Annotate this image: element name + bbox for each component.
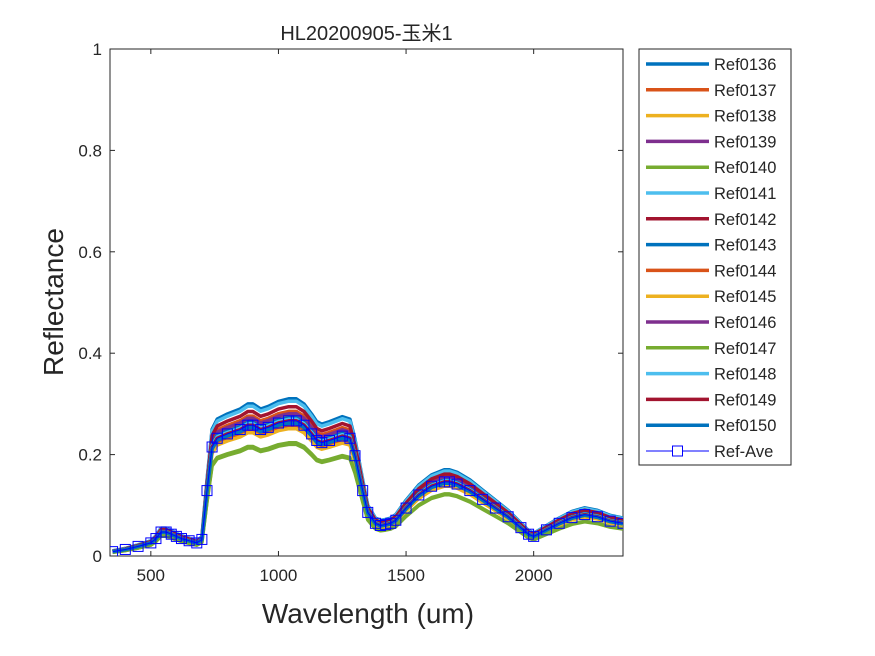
legend-label: Ref-Ave: [714, 443, 773, 461]
ref-ave-marker: [413, 489, 425, 501]
legend-label: Ref0141: [714, 185, 776, 203]
series-layer: [110, 397, 623, 556]
legend-label: Ref0140: [714, 159, 776, 177]
x-tick-label: 2000: [515, 566, 553, 585]
ref-ave-marker: [451, 478, 463, 490]
ref-ave-marker: [617, 517, 623, 529]
legend-label: Ref0143: [714, 237, 776, 255]
ref-ave-marker: [464, 485, 476, 497]
legend-marker-icon: [672, 445, 683, 457]
ref-ave-marker: [553, 517, 565, 529]
ref-ave-marker: [400, 502, 412, 514]
legend-items: Ref0136 Ref0137 Ref0138 Ref0139 Ref0140 Ref01…: [646, 56, 776, 461]
y-axis-ticks: 0 0.2 0.4 0.6 0.8 1: [78, 40, 623, 566]
y-tick-label: 0.8: [78, 141, 102, 160]
legend-label: Ref0145: [714, 288, 776, 306]
y-tick-label: 1: [93, 40, 102, 59]
y-tick-label: 0.6: [78, 243, 102, 262]
legend-label: Ref0147: [714, 340, 776, 358]
ref-ave-marker: [221, 428, 233, 440]
legend-label: Ref0142: [714, 211, 776, 229]
legend-label: Ref0149: [714, 391, 776, 409]
x-tick-label: 1500: [387, 566, 425, 585]
plot-area: [109, 48, 624, 557]
ref-ave-marker: [110, 546, 119, 556]
ref-ave-marker: [283, 415, 295, 427]
ref-ave-marker: [175, 533, 187, 545]
ref-ave-marker: [362, 506, 374, 518]
legend: Ref0136 Ref0137 Ref0138 Ref0139 Ref0140 Ref01…: [638, 48, 792, 466]
ref-ave-marker: [201, 485, 213, 497]
series-line-ref-ave: [112, 420, 623, 553]
ref-ave-marker: [443, 476, 455, 488]
ref-ave-marker: [489, 502, 501, 514]
ref-ave-marker: [234, 424, 246, 436]
legend-label: Ref0144: [714, 262, 776, 280]
ref-ave-marker: [316, 437, 328, 449]
x-tick-label: 1000: [260, 566, 298, 585]
ref-ave-marker: [566, 512, 578, 524]
ref-ave-marker: [426, 480, 438, 492]
ref-ave-marker: [183, 535, 195, 547]
ref-ave-marker: [336, 430, 348, 442]
y-tick-label: 0.4: [78, 344, 102, 363]
series-line-ref0147: [112, 441, 623, 555]
legend-label: Ref0136: [714, 56, 776, 74]
ref-ave-marker: [579, 509, 591, 521]
ref-ave-marker: [528, 530, 540, 542]
ref-ave-marker: [357, 485, 369, 497]
ref-ave-marker: [477, 493, 489, 505]
axes-box: [109, 48, 624, 557]
y-tick-label: 0.2: [78, 446, 102, 465]
ref-ave-marker: [515, 522, 527, 534]
ref-ave-marker: [540, 524, 552, 536]
chart-title: HL20200905-玉米1: [280, 22, 452, 45]
ref-ave-marker: [119, 543, 131, 555]
ref-ave-marker: [247, 419, 259, 431]
legend-label: Ref0150: [714, 417, 776, 435]
ref-ave-marker: [591, 511, 603, 523]
y-tick-label: 0: [93, 547, 102, 566]
x-axis-label: Wavelength (um): [262, 598, 474, 629]
x-tick-label: 500: [137, 566, 165, 585]
ref-ave-marker: [255, 424, 267, 436]
legend-label: Ref0146: [714, 314, 776, 332]
ref-ave-marker: [298, 419, 310, 431]
legend-label: Ref0137: [714, 82, 776, 100]
ref-ave-marker: [390, 514, 402, 526]
legend-label: Ref0139: [714, 133, 776, 151]
ref-ave-marker: [290, 415, 302, 427]
ref-ave-marker: [604, 515, 616, 527]
ref-ave-marker: [502, 511, 514, 523]
ref-ave-marker: [344, 432, 356, 444]
legend-label: Ref0148: [714, 366, 776, 384]
ref-ave-marker: [349, 450, 361, 462]
ref-ave-marker: [132, 540, 144, 552]
ref-ave-marker: [196, 533, 208, 545]
x-axis-ticks: 500 1000 1500 2000: [137, 49, 553, 585]
ref-ave-marker: [323, 434, 335, 446]
legend-label: Ref0138: [714, 108, 776, 126]
y-axis-label: Reflectance: [38, 228, 69, 376]
legend-box: [638, 48, 792, 466]
